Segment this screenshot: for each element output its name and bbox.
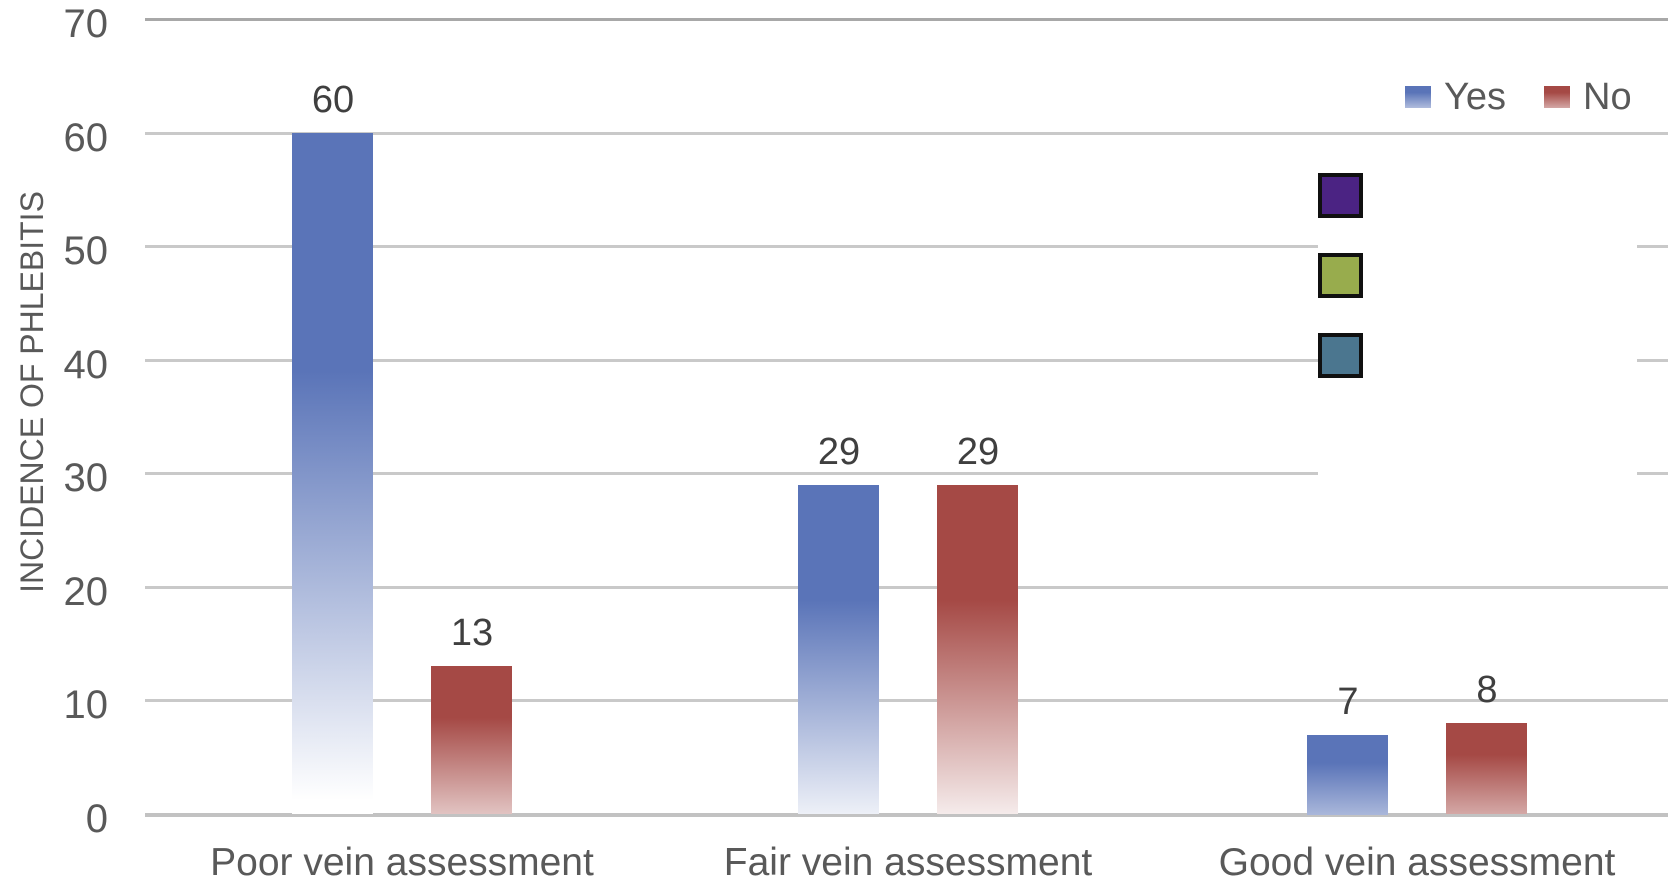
gridline-30	[145, 472, 1668, 475]
data-label-yes-3: 7	[1337, 681, 1359, 723]
bar-no-3	[1446, 723, 1527, 814]
y-tick-label-20: 20	[63, 570, 109, 614]
gridline-70	[145, 18, 1668, 21]
legend-label-yes: Yes	[1444, 76, 1506, 118]
x-category-label-3: Good vein assessment	[1218, 841, 1616, 884]
y-tick-label-40: 40	[63, 343, 109, 387]
y-tick-label-60: 60	[63, 116, 109, 160]
y-tick-label-10: 10	[63, 683, 109, 727]
data-label-no-2: 29	[956, 431, 1000, 473]
legend: Yes No	[1405, 78, 1632, 116]
data-label-yes-2: 29	[817, 431, 861, 473]
legend-item-no: No	[1544, 78, 1632, 116]
data-label-no-3: 8	[1476, 669, 1498, 711]
y-tick-label-30: 30	[63, 456, 109, 500]
gridline-40	[145, 359, 1668, 362]
legend-swatch-yes	[1405, 86, 1431, 108]
bar-yes-3	[1307, 735, 1388, 815]
legend-item-yes: Yes	[1405, 78, 1506, 116]
y-tick-label-0: 0	[85, 797, 108, 841]
gridline-0	[145, 813, 1668, 817]
y-tick-label-70: 70	[63, 2, 109, 46]
olive-green-swatch	[1318, 253, 1363, 298]
bar-no-1	[431, 666, 512, 814]
bar-no-2	[937, 485, 1018, 814]
x-category-label-2: Fair vein assessment	[723, 841, 1093, 884]
legend-label-no: No	[1583, 76, 1632, 118]
purple-swatch	[1318, 173, 1363, 218]
gridline-20	[145, 586, 1668, 589]
y-tick-label-50: 50	[63, 229, 109, 273]
legend-swatch-no	[1544, 86, 1570, 108]
gridline-10	[145, 699, 1668, 702]
data-label-yes-1: 60	[311, 79, 355, 121]
bar-yes-2	[798, 485, 879, 814]
gridline-50	[145, 245, 1668, 248]
gridline-60	[145, 132, 1668, 135]
gridline-mask-box	[1318, 152, 1637, 520]
data-label-no-1: 13	[450, 612, 494, 654]
teal-swatch	[1318, 333, 1363, 378]
x-category-label-1: Poor vein assessment	[210, 841, 594, 884]
bar-yes-1	[292, 133, 373, 814]
